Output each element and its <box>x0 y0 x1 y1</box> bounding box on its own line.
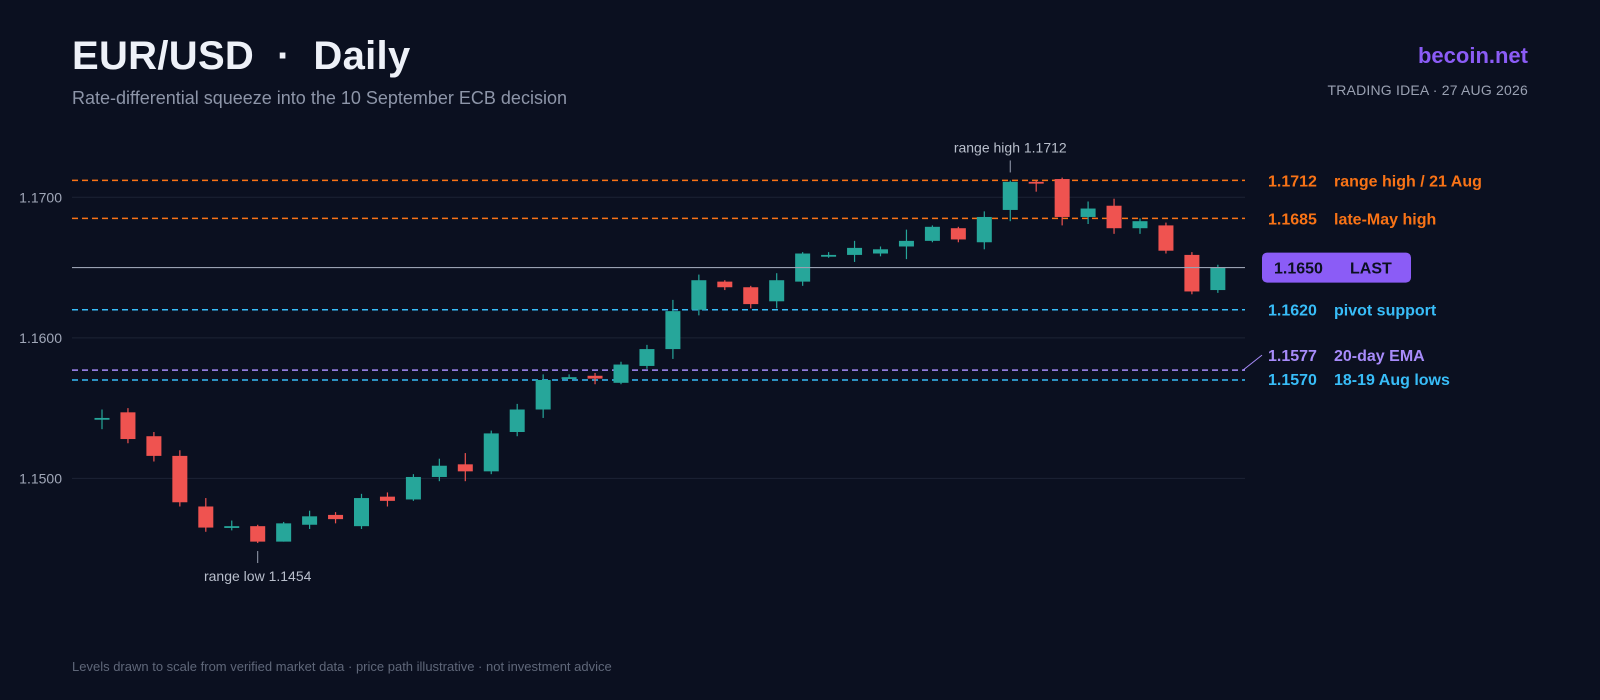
candle-body <box>1054 179 1070 217</box>
candle-body <box>276 523 292 542</box>
last-price-value: 1.1650 <box>1274 261 1323 278</box>
candle-body <box>561 377 577 379</box>
candle-body <box>172 455 188 503</box>
candle-body <box>691 280 707 310</box>
level-price-label: 1.1620 <box>1268 303 1317 320</box>
annotations: range high 1.1712 range low 1.1454 <box>204 139 1067 584</box>
trading-idea-date: TRADING IDEA · 27 AUG 2026 <box>1327 82 1528 98</box>
candle-body <box>1106 205 1122 229</box>
candle-body <box>457 464 473 472</box>
chart-subtitle: Rate-differential squeeze into the 10 Se… <box>72 88 567 108</box>
candle-body <box>146 436 162 456</box>
price-levels: 1.1712 range high / 21 Aug 1.1685 late-May … <box>72 173 1482 389</box>
annotation-range-high: range high 1.1712 <box>954 139 1067 155</box>
y-axis-ticks: 1.1700 1.1600 1.1500 <box>19 189 62 486</box>
candle-body <box>250 526 266 542</box>
candle-body <box>509 409 525 432</box>
candle-body <box>743 287 759 305</box>
candle-body <box>379 496 395 501</box>
level-name-label: 18-19 Aug lows <box>1334 372 1450 389</box>
candle-body <box>873 249 888 254</box>
candle-body <box>354 498 369 527</box>
level-name-label: pivot support <box>1334 303 1437 320</box>
candle-body <box>1210 267 1226 291</box>
candle-body <box>328 514 344 520</box>
level-price-label: 1.1570 <box>1268 372 1317 389</box>
y-tick-label: 1.1600 <box>19 330 62 346</box>
candle-body <box>613 364 629 383</box>
level-name-label: range high / 21 Aug <box>1334 173 1482 190</box>
candle-body <box>198 506 214 528</box>
last-price-tag: LAST <box>1350 261 1392 278</box>
candle-body <box>120 412 136 440</box>
candle-body <box>1132 221 1148 229</box>
candle-body <box>847 247 863 255</box>
brand-logo[interactable]: becoin.net <box>1417 43 1528 68</box>
candle-body <box>405 476 421 500</box>
candle-body <box>717 281 733 288</box>
candle-body <box>950 228 966 240</box>
ema-leader-line <box>1242 354 1263 371</box>
annotation-range-low: range low 1.1454 <box>204 568 312 584</box>
candle-body <box>431 465 447 477</box>
level-name-label: 20-day EMA <box>1334 348 1425 365</box>
candle-body <box>1080 208 1096 217</box>
disclaimer: Levels drawn to scale from verified mark… <box>72 659 612 674</box>
chart-title: EUR/USD · Daily <box>72 34 411 78</box>
candle-body <box>1002 181 1018 210</box>
candle-body <box>535 380 551 410</box>
candle-body <box>665 311 681 350</box>
y-tick-label: 1.1700 <box>19 189 62 205</box>
candles <box>94 177 1226 544</box>
candle-body <box>1158 225 1174 251</box>
level-name-label: late-May high <box>1334 211 1436 228</box>
candle-body <box>769 280 785 302</box>
candle-body <box>483 433 499 472</box>
level-price-label: 1.1685 <box>1268 211 1317 228</box>
candle-body <box>821 254 837 257</box>
grid-lines <box>72 196 1245 479</box>
candle-body <box>898 240 914 247</box>
candle-body <box>639 349 655 366</box>
y-tick-label: 1.1500 <box>19 470 62 486</box>
candle-body <box>224 526 240 528</box>
candle-body <box>302 516 318 525</box>
candle-body <box>587 375 603 379</box>
level-price-label: 1.1712 <box>1268 173 1317 190</box>
candle-body <box>1028 181 1044 184</box>
last-price-badge <box>1262 252 1411 283</box>
last-price: 1.1650 LAST <box>72 252 1411 283</box>
candle-body <box>94 417 110 420</box>
candle-body <box>976 216 992 243</box>
candle-body <box>924 226 940 241</box>
level-price-label: 1.1577 <box>1268 348 1317 365</box>
candle-body <box>1184 254 1200 292</box>
